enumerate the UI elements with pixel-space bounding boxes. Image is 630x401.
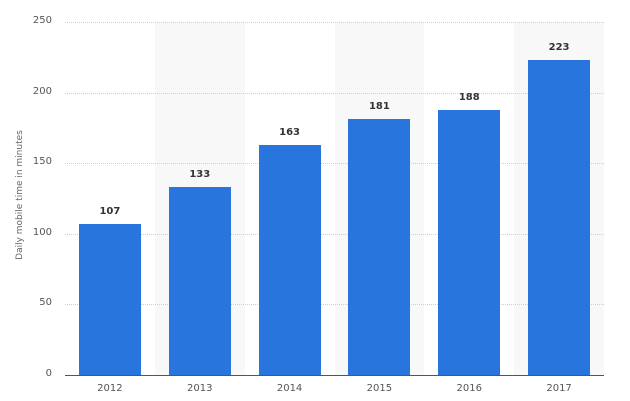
- gridline: [65, 304, 604, 306]
- value-label: 181: [368, 101, 390, 113]
- value-label: 188: [458, 91, 480, 103]
- y-tick-label: 0: [45, 368, 52, 379]
- plot-area: [65, 22, 604, 375]
- gridline: [65, 233, 604, 235]
- bar-2012[interactable]: [78, 223, 141, 375]
- bar-2014[interactable]: [258, 144, 321, 375]
- bar-2016[interactable]: [438, 109, 501, 375]
- x-tick-label: 2015: [366, 383, 393, 394]
- y-tick-label: 200: [32, 85, 52, 97]
- y-axis-label: Daily mobile time in minutes: [15, 130, 25, 260]
- bar-2017[interactable]: [528, 60, 591, 375]
- value-label: 163: [279, 126, 301, 138]
- x-axis-line: [65, 375, 604, 376]
- y-tick-label: 100: [32, 226, 52, 238]
- value-label: 107: [99, 205, 121, 217]
- y-tick-label: 150: [32, 156, 52, 168]
- x-tick-label: 2013: [187, 383, 213, 394]
- value-label: 223: [548, 42, 570, 54]
- bar-2015[interactable]: [348, 119, 411, 375]
- x-tick-label: 2014: [276, 383, 303, 394]
- y-tick-label: 250: [32, 15, 52, 26]
- value-label: 133: [189, 169, 211, 181]
- y-tick-label: 50: [39, 297, 52, 309]
- gridline: [65, 163, 604, 165]
- bar-2013[interactable]: [168, 187, 231, 375]
- gridline: [65, 22, 604, 23]
- x-tick-label: 2017: [546, 383, 572, 394]
- x-tick-label: 2012: [97, 383, 123, 394]
- gridline: [65, 92, 604, 94]
- x-tick-label: 2016: [456, 383, 482, 394]
